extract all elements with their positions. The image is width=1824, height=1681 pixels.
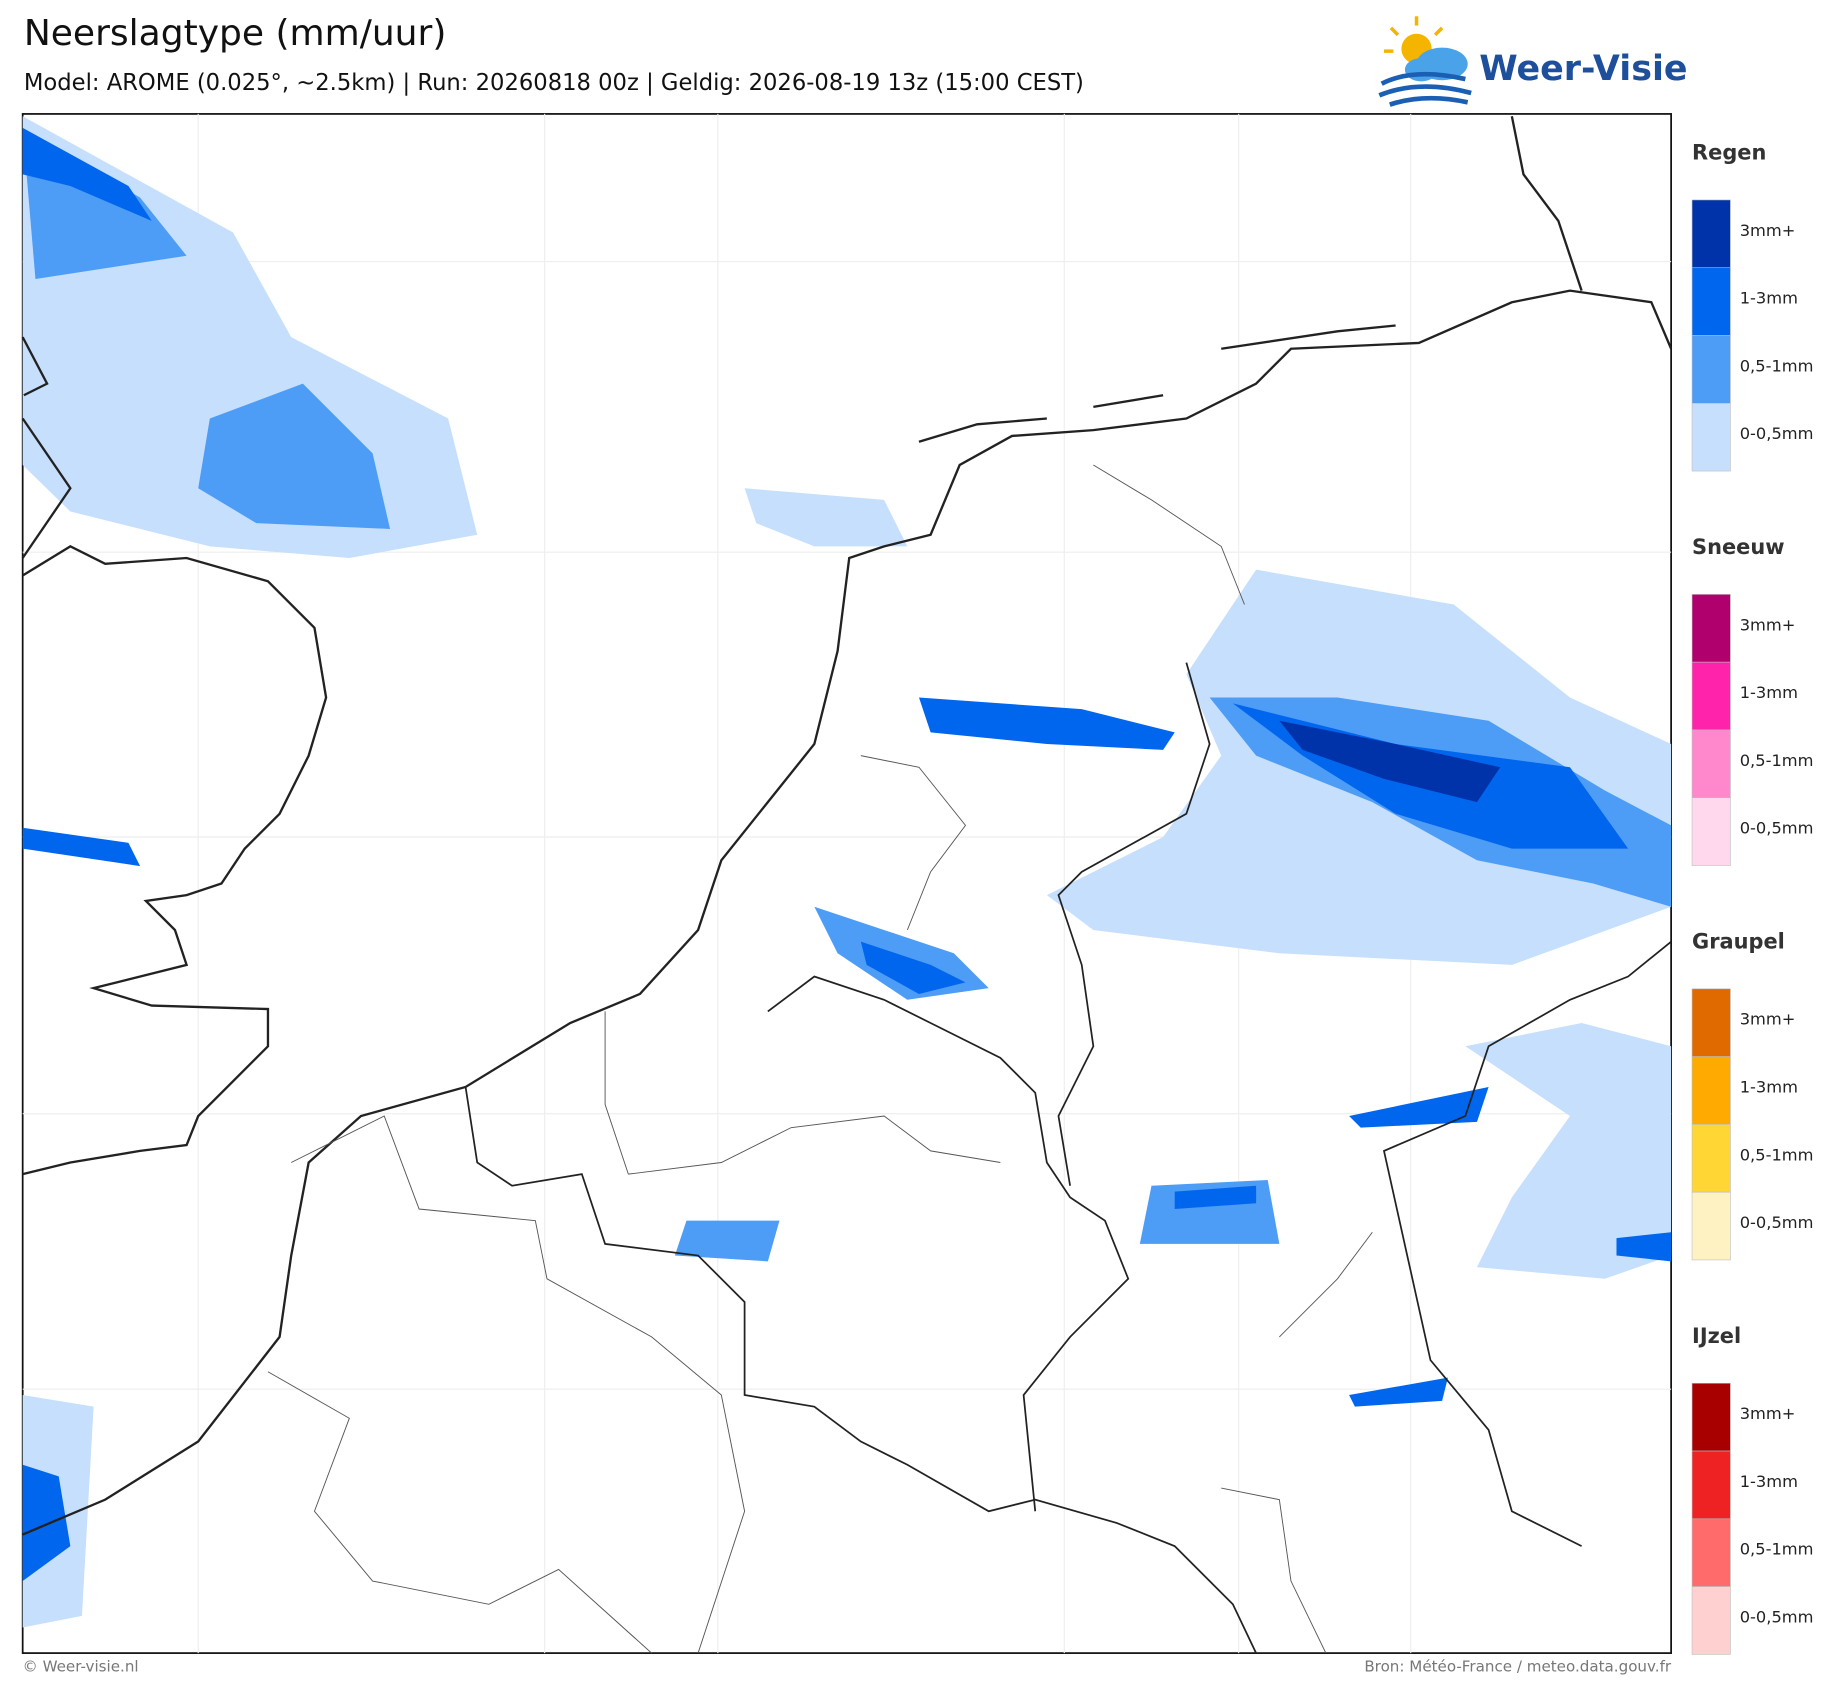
legend-swatch bbox=[1691, 797, 1731, 866]
legend-label: 3mm+ bbox=[1740, 1010, 1796, 1029]
legend-swatch bbox=[1691, 661, 1731, 731]
legend-label: 1-3mm bbox=[1740, 1078, 1798, 1097]
precipitation bbox=[22, 116, 1672, 1628]
legend-label: 0,5-1mm bbox=[1740, 1540, 1814, 1559]
legend-label: 3mm+ bbox=[1740, 1404, 1796, 1423]
legend-label: 3mm+ bbox=[1740, 221, 1796, 240]
legend-title: IJzel bbox=[1692, 1324, 1741, 1348]
legend-label: 0-0,5mm bbox=[1740, 424, 1814, 443]
legend-label: 0,5-1mm bbox=[1740, 356, 1814, 375]
legend-label: 0,5-1mm bbox=[1740, 1145, 1814, 1164]
legend-label: 0-0,5mm bbox=[1740, 1607, 1814, 1626]
legend-label: 1-3mm bbox=[1740, 683, 1798, 702]
legend-swatch bbox=[1691, 1518, 1731, 1587]
legend-swatch bbox=[1691, 1191, 1731, 1261]
legend-swatch bbox=[1691, 402, 1731, 472]
footer-left: © Weer-visie.nl bbox=[23, 1658, 139, 1676]
legend-swatch bbox=[1691, 729, 1731, 799]
legend-swatch bbox=[1691, 1056, 1731, 1125]
legend-swatch bbox=[1691, 1586, 1731, 1655]
title: Neerslagtype (mm/uur) bbox=[24, 13, 447, 54]
legend-label: 0-0,5mm bbox=[1740, 819, 1814, 838]
legend-swatch bbox=[1691, 1382, 1731, 1452]
legend: Regen 3mm+ 1-3mm 0,5-1mm 0-0,5mm Sneeuw 3mm+ 1-… bbox=[1691, 140, 1814, 1655]
legend-label: 0,5-1mm bbox=[1740, 751, 1814, 770]
legend-label: 3mm+ bbox=[1740, 615, 1796, 634]
footer-right: Bron: Météo-France / meteo.data.gouv.fr bbox=[1364, 1658, 1672, 1676]
legend-swatch bbox=[1691, 1124, 1731, 1193]
coastline bbox=[21, 116, 1673, 1536]
subtitle: Model: AROME (0.025°, ~2.5km) | Run: 202… bbox=[24, 70, 1084, 96]
legend-swatch bbox=[1691, 335, 1731, 404]
country-borders bbox=[464, 662, 1672, 1654]
region-borders bbox=[267, 464, 1373, 1654]
legend-swatch bbox=[1691, 988, 1731, 1057]
legend-title: Sneeuw bbox=[1692, 535, 1785, 559]
logo: Weer-Visie bbox=[1378, 16, 1688, 107]
legend-swatch bbox=[1691, 1450, 1731, 1520]
legend-label: 0-0,5mm bbox=[1740, 1213, 1814, 1232]
logo-text: Weer-Visie bbox=[1479, 49, 1687, 89]
legend-swatch bbox=[1691, 267, 1731, 336]
legend-title: Regen bbox=[1692, 140, 1766, 164]
legend-swatch bbox=[1691, 594, 1731, 663]
legend-label: 1-3mm bbox=[1740, 289, 1798, 308]
legend-label: 1-3mm bbox=[1740, 1472, 1798, 1491]
legend-title: Graupel bbox=[1692, 929, 1785, 953]
legend-swatch bbox=[1691, 199, 1731, 269]
map bbox=[21, 113, 1673, 1654]
